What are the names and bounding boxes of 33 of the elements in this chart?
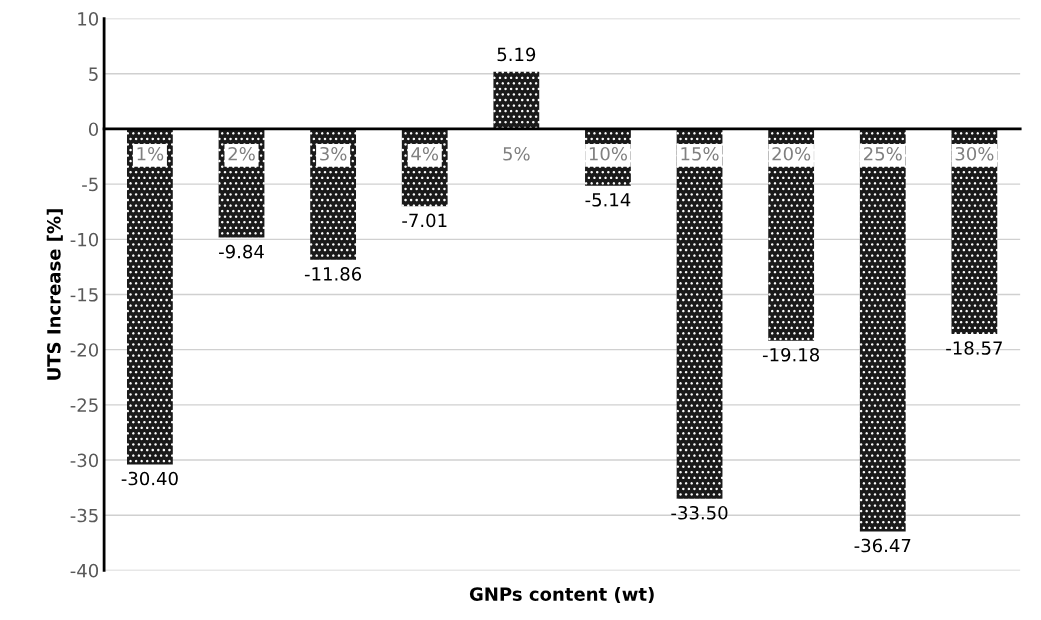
x-tick-label: 2%: [228, 146, 255, 161]
x-tick-label: 3%: [320, 146, 347, 161]
data-label: -19.18: [762, 347, 820, 362]
data-label: -33.50: [671, 505, 728, 520]
x-tick-label: 15%: [681, 146, 719, 161]
y-tick-label: -15: [70, 288, 98, 302]
data-label: -36.47: [854, 538, 911, 553]
y-tick-label: -30: [70, 453, 99, 468]
data-label: -9.84: [219, 244, 264, 259]
y-tick-label: -40: [70, 563, 99, 578]
y-tick-label: -20: [70, 343, 99, 357]
y-tick-label: 10: [78, 12, 99, 26]
y-tick-label: -35: [70, 508, 98, 523]
data-label: -7.01: [402, 213, 447, 228]
x-tick-label: 5%: [503, 146, 530, 161]
y-tick-label: 5: [89, 67, 98, 81]
x-tick-label: 30%: [955, 146, 994, 161]
data-label: -30.40: [121, 471, 178, 486]
y-axis-title: UTS Increase [%]: [46, 209, 63, 380]
y-tick-label: 0: [88, 122, 99, 137]
x-tick-label: 4%: [411, 146, 439, 161]
data-label: -18.57: [946, 341, 1002, 355]
x-tick-label: 10%: [589, 146, 628, 161]
y-tick-label: -25: [70, 398, 98, 412]
data-label: -11.86: [304, 267, 362, 281]
x-tick-label: 1%: [137, 146, 164, 161]
y-tick-label: -5: [82, 177, 98, 192]
x-axis-title: GNPs content (wt): [469, 586, 654, 604]
data-label: -5.14: [585, 193, 631, 207]
data-label: 5.19: [497, 47, 536, 62]
x-tick-label: 25%: [864, 146, 902, 161]
y-tick-label: -10: [70, 232, 99, 247]
x-tick-label: 20%: [772, 146, 811, 161]
